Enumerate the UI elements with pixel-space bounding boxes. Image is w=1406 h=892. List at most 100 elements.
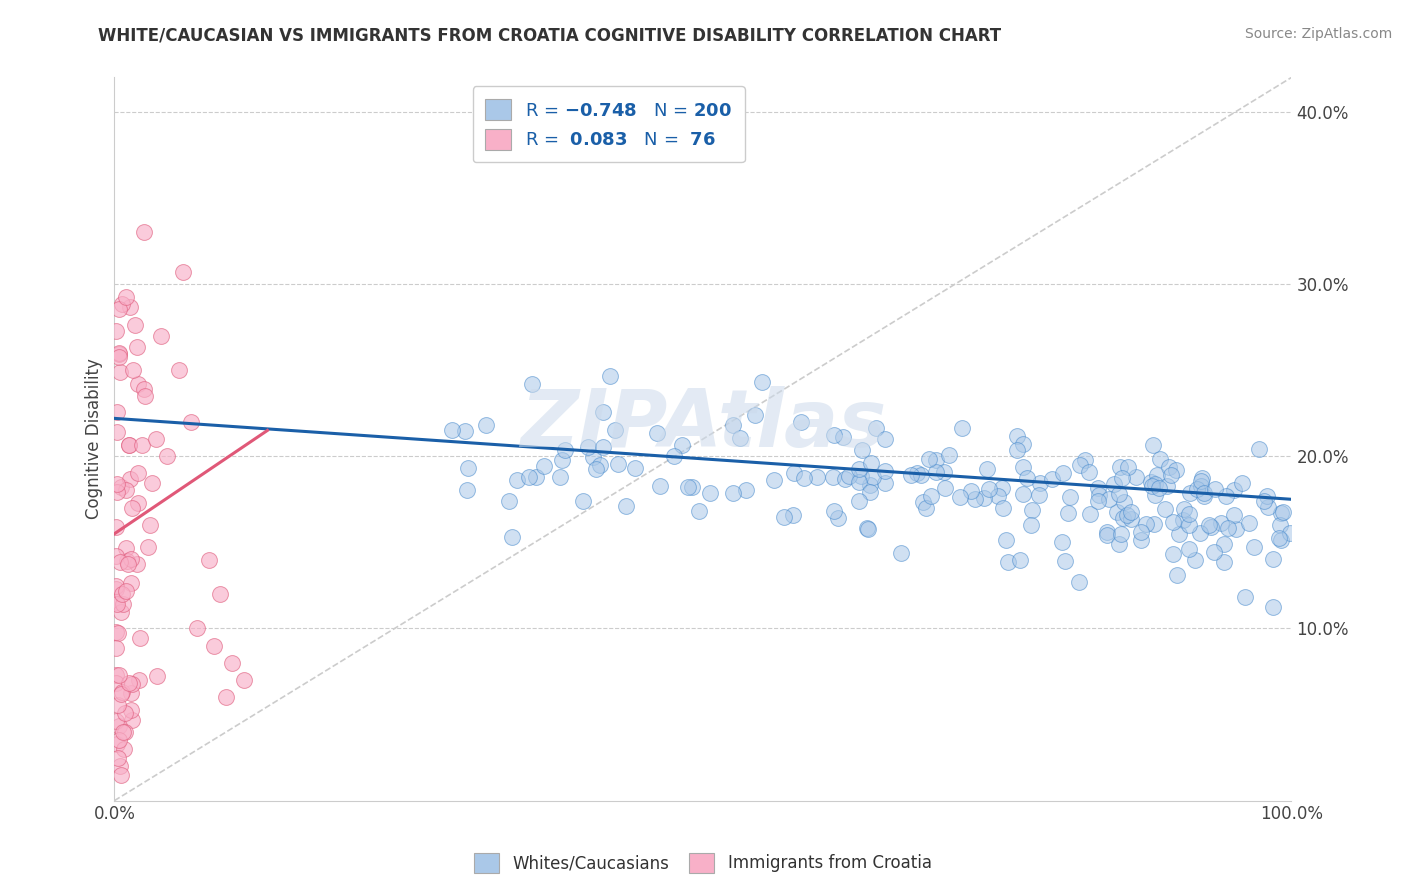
Point [1178,486,1201,500]
Point [582,450,605,464]
Point [172,265,194,279]
Point [132,382,155,396]
Point [120,472,142,486]
Point [111,685,134,699]
Point [977,482,1000,496]
Point [115,584,138,599]
Point [890,546,912,560]
Point [993,501,1015,516]
Point [107,301,129,316]
Point [104,625,127,640]
Point [475,417,498,432]
Point [1057,506,1080,520]
Point [548,470,571,484]
Point [1028,488,1050,502]
Point [648,479,671,493]
Point [1270,533,1292,548]
Y-axis label: Cognitive Disability: Cognitive Disability [86,359,103,519]
Point [1028,476,1050,491]
Point [1118,460,1140,475]
Point [1074,453,1097,467]
Point [118,438,141,452]
Point [111,587,134,601]
Point [589,458,612,472]
Point [1135,516,1157,531]
Point [1053,553,1076,567]
Point [209,587,232,601]
Point [572,493,595,508]
Point [681,480,703,494]
Point [1178,508,1201,522]
Point [110,480,132,494]
Point [1108,487,1130,501]
Point [991,481,1014,495]
Point [875,476,897,491]
Point [108,667,131,681]
Point [1052,467,1074,481]
Point [1121,504,1143,518]
Point [1097,491,1119,506]
Point [1268,531,1291,545]
Point [122,363,145,377]
Point [645,426,668,441]
Point [1108,460,1130,475]
Point [1189,479,1212,493]
Legend: Whites/Caucasians, Immigrants from Croatia: Whites/Caucasians, Immigrants from Croat… [468,847,938,880]
Point [520,377,543,392]
Point [1161,515,1184,529]
Point [1149,452,1171,467]
Point [111,297,134,311]
Point [107,626,129,640]
Point [1230,475,1253,490]
Point [1223,483,1246,497]
Point [834,472,856,486]
Point [1156,479,1178,493]
Point [1144,477,1167,491]
Point [1173,501,1195,516]
Point [1005,443,1028,458]
Point [112,742,135,756]
Point [997,554,1019,568]
Point [1097,528,1119,542]
Point [1198,518,1220,533]
Point [678,480,700,494]
Point [138,540,160,554]
Point [728,431,751,445]
Point [114,541,136,555]
Point [858,522,880,536]
Point [1209,516,1232,531]
Point [1163,547,1185,561]
Point [782,508,804,522]
Point [104,667,127,681]
Point [662,450,685,464]
Point [848,461,870,475]
Point [1109,527,1132,541]
Point [806,470,828,484]
Point [108,733,131,747]
Point [107,698,129,712]
Point [108,365,131,379]
Point [111,597,134,611]
Point [104,520,127,534]
Point [1202,545,1225,559]
Point [1191,471,1213,485]
Point [107,750,129,764]
Point [104,579,127,593]
Point [856,521,879,535]
Point [614,499,637,513]
Point [1115,508,1137,522]
Point [1078,466,1101,480]
Point [934,481,956,495]
Point [859,456,882,470]
Point [533,459,555,474]
Point [1237,516,1260,530]
Point [105,425,128,439]
Point [1111,471,1133,485]
Point [221,656,243,670]
Point [1213,556,1236,570]
Point [105,737,128,751]
Point [1270,506,1292,520]
Point [905,466,928,480]
Point [107,719,129,733]
Point [851,469,873,483]
